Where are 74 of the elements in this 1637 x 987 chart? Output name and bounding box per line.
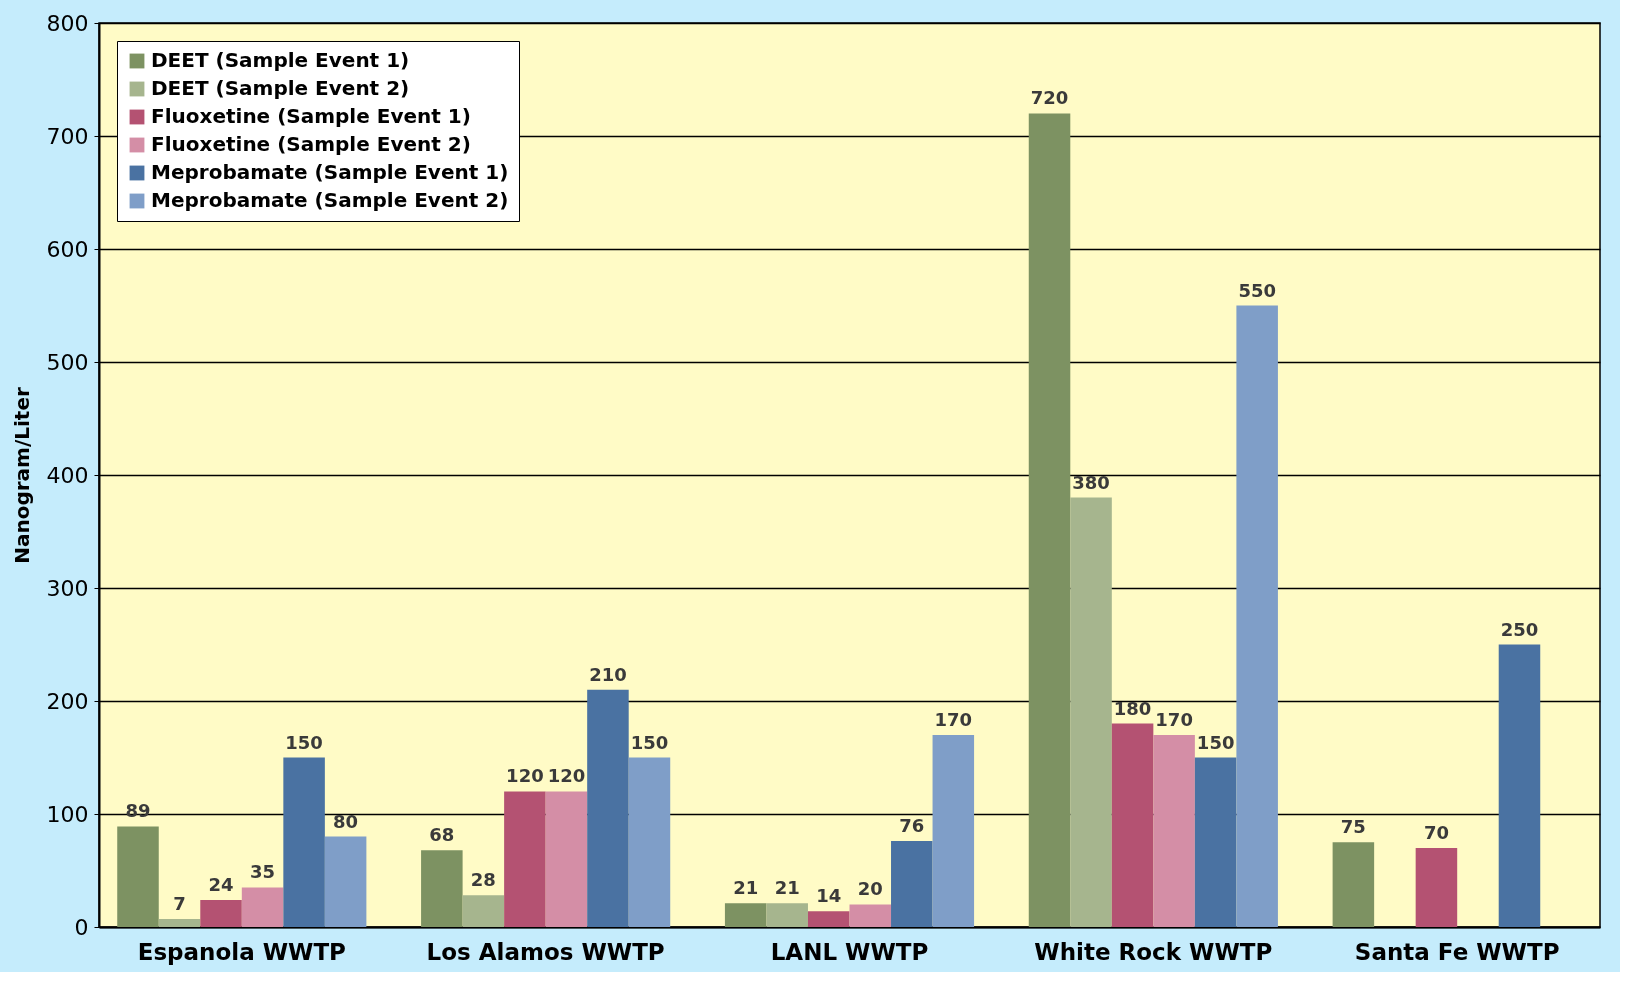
data-label: 120 [506, 765, 544, 787]
bar [200, 899, 242, 927]
bar [283, 757, 325, 927]
data-label: 170 [934, 708, 973, 730]
data-label: 7 [173, 893, 186, 915]
data-label: 170 [1155, 708, 1193, 730]
bar [462, 895, 505, 927]
data-label: 720 [1030, 87, 1069, 109]
bar [1498, 644, 1541, 927]
bar [421, 850, 463, 927]
data-label: 70 [1423, 821, 1449, 843]
bar [1236, 305, 1278, 927]
x-tick-label: Los Alamos WWTP [426, 938, 665, 965]
bar [891, 841, 933, 927]
bar [1332, 842, 1375, 927]
y-tick-label: 300 [46, 575, 89, 601]
legend-label: Fluoxetine (Sample Event 2) [151, 132, 471, 156]
y-tick-label: 600 [46, 236, 89, 262]
bar [1415, 847, 1458, 927]
bar [932, 734, 975, 927]
legend-label: Meprobamate (Sample Event 2) [151, 188, 509, 212]
bar [504, 791, 546, 927]
x-tick-label: Espanola WWTP [137, 938, 346, 965]
data-label: 21 [774, 877, 800, 899]
data-label: 35 [250, 861, 276, 883]
bar [1111, 723, 1154, 927]
y-tick-label: 700 [46, 123, 89, 149]
bar [1070, 497, 1112, 927]
data-label: 75 [1340, 816, 1366, 838]
y-tick-label: 500 [46, 349, 89, 375]
bar [849, 904, 892, 927]
legend-label: DEET (Sample Event 2) [151, 76, 410, 100]
bar [545, 791, 588, 927]
data-label: 550 [1238, 279, 1276, 301]
bar [724, 903, 767, 927]
bar [587, 689, 629, 927]
data-label: 250 [1500, 618, 1539, 640]
y-tick-label: 0 [74, 914, 89, 940]
data-label: 150 [285, 731, 323, 753]
y-tick-label: 100 [46, 801, 89, 827]
x-tick-label: LANL WWTP [770, 938, 929, 965]
data-label: 28 [470, 869, 496, 891]
data-label: 80 [333, 810, 359, 832]
bar [1028, 113, 1071, 927]
data-label: 180 [1113, 697, 1152, 719]
bar [241, 887, 284, 927]
y-tick-label: 800 [46, 10, 89, 36]
bar [766, 903, 808, 927]
bar [117, 826, 159, 927]
bar [807, 911, 850, 927]
bar [628, 757, 671, 927]
bar [1153, 734, 1195, 927]
data-label: 24 [208, 873, 234, 895]
legend-label: Fluoxetine (Sample Event 1) [151, 104, 471, 128]
y-tick-label: 200 [46, 688, 89, 714]
data-label: 210 [589, 663, 627, 685]
x-tick-label: White Rock WWTP [1034, 938, 1273, 965]
bar [1194, 757, 1237, 927]
bar [158, 919, 201, 927]
data-label: 68 [429, 824, 455, 846]
y-axis-title: Nanogram/Liter [9, 387, 34, 564]
legend-label: DEET (Sample Event 1) [151, 48, 410, 72]
data-label: 150 [630, 731, 669, 753]
data-label: 20 [857, 878, 883, 900]
data-label: 76 [899, 815, 925, 837]
y-tick-label: 400 [46, 462, 89, 488]
data-label: 150 [1196, 731, 1235, 753]
data-label: 380 [1072, 471, 1110, 493]
data-label: 120 [547, 765, 586, 787]
bar [324, 836, 367, 927]
x-tick-label: Santa Fe WWTP [1354, 938, 1560, 965]
legend-label: Meprobamate (Sample Event 1) [151, 160, 509, 184]
data-label: 14 [816, 885, 842, 907]
data-label: 21 [733, 877, 759, 899]
